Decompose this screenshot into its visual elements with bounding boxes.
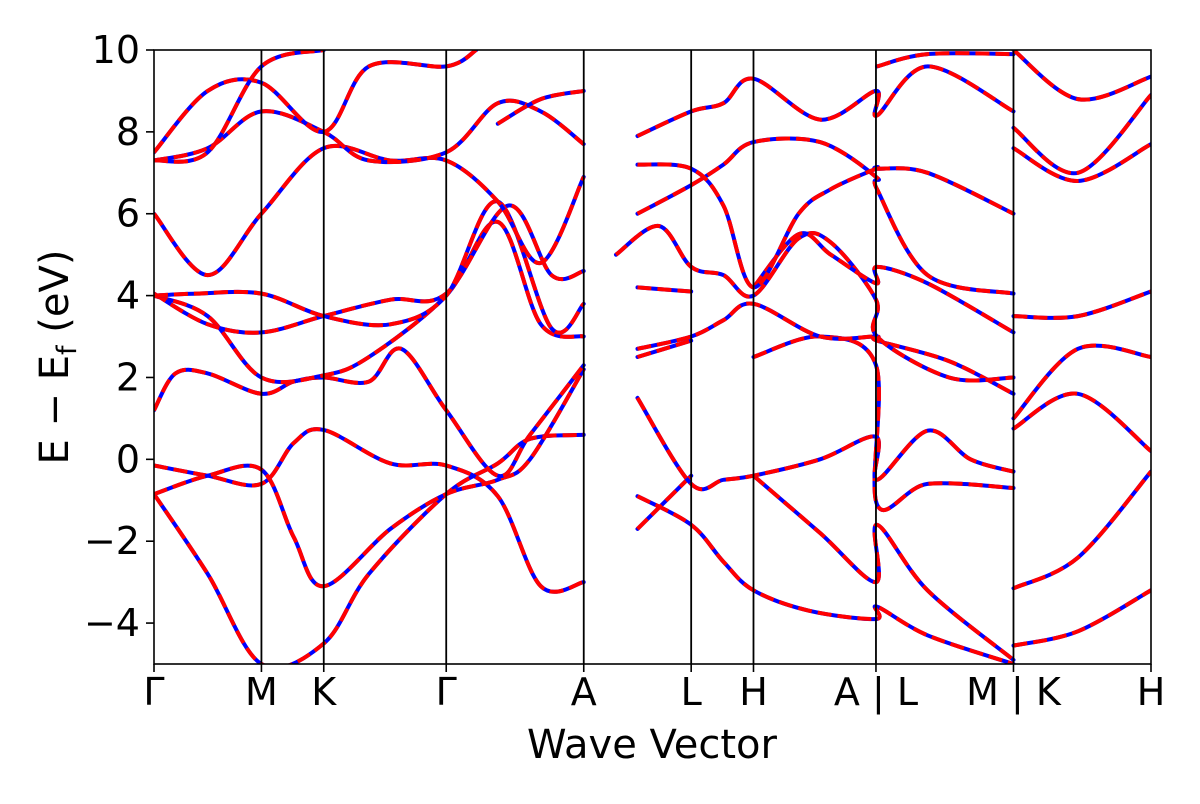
band-line-blue bbox=[635, 136, 1016, 296]
band-line-red bbox=[635, 396, 1015, 492]
x-tick-label: Γ bbox=[436, 670, 457, 714]
band-line-red bbox=[154, 346, 586, 478]
plot-area bbox=[154, 50, 1151, 664]
y-axis-label: E − Ef (eV) bbox=[32, 250, 83, 465]
band-line-red bbox=[637, 285, 692, 294]
band-line-red bbox=[636, 338, 692, 359]
x-tick-label: Γ bbox=[143, 670, 164, 714]
symmetry-lines bbox=[260, 50, 1015, 664]
band-line-red bbox=[154, 427, 585, 594]
y-tick-label: −4 bbox=[84, 601, 140, 645]
band-line-red bbox=[496, 88, 585, 126]
y-tick-label: 8 bbox=[116, 110, 140, 154]
band-line-red bbox=[154, 199, 586, 335]
band-line-red bbox=[154, 50, 478, 154]
x-tick-label: M | K bbox=[966, 670, 1062, 715]
band-line-red bbox=[154, 98, 585, 165]
x-tick-label: H bbox=[1137, 670, 1166, 714]
x-tick-label: H bbox=[739, 670, 768, 714]
y-axis-label-main: E − E bbox=[32, 355, 78, 465]
bands-layer bbox=[154, 50, 1151, 664]
x-tick-label: K bbox=[311, 670, 337, 714]
x-tick-label: L bbox=[681, 670, 702, 714]
y-axis-label-unit: (eV) bbox=[32, 250, 78, 346]
band-line-red bbox=[876, 51, 1014, 69]
band-line-red bbox=[1013, 588, 1151, 648]
band-line-red bbox=[1012, 142, 1151, 184]
y-axis-label-sub: f bbox=[52, 344, 83, 355]
y-axis-ticks: −4 −2 0 2 4 6 8 10 bbox=[84, 28, 154, 645]
band-line-red bbox=[154, 219, 585, 385]
band-line-red bbox=[1013, 289, 1151, 320]
x-tick-label: A bbox=[571, 670, 597, 714]
band-line-red bbox=[637, 162, 1015, 290]
plot-frame bbox=[153, 49, 1152, 665]
band-line-red bbox=[1012, 391, 1151, 453]
band-line-red bbox=[1012, 50, 1151, 102]
x-axis-label: Wave Vector bbox=[527, 722, 778, 768]
band-line-red bbox=[1012, 93, 1151, 176]
band-line-red bbox=[1012, 470, 1151, 591]
y-tick-label: 2 bbox=[116, 355, 140, 399]
y-tick-label: 6 bbox=[116, 192, 140, 236]
y-tick-label: −2 bbox=[84, 519, 140, 563]
band-line-red bbox=[154, 50, 325, 164]
y-tick-label: 10 bbox=[92, 28, 140, 72]
x-tick-label: A | L bbox=[834, 670, 918, 715]
band-line-red bbox=[636, 64, 1015, 138]
band-line-red bbox=[636, 494, 1015, 664]
band-line-red bbox=[614, 224, 1014, 383]
x-tick-label: M bbox=[245, 670, 278, 714]
band-line-red bbox=[154, 368, 586, 589]
band-line-red bbox=[154, 203, 585, 335]
y-tick-label: 4 bbox=[116, 274, 140, 318]
band-line-red bbox=[154, 432, 584, 664]
band-line-red bbox=[1012, 343, 1151, 420]
band-line-red bbox=[637, 301, 1015, 396]
y-tick-label: 0 bbox=[116, 437, 140, 481]
